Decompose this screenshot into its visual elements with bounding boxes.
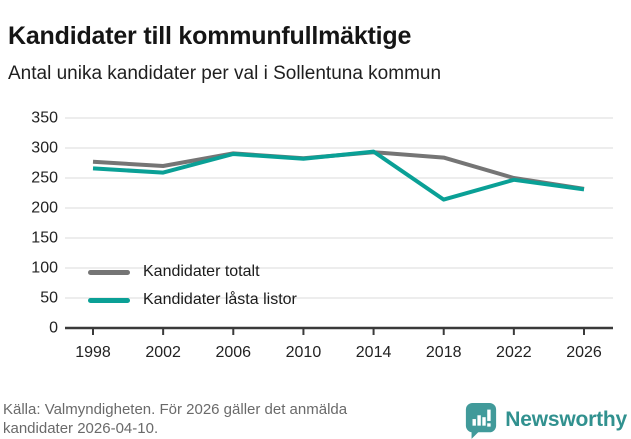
x-tick-label: 1998 — [75, 344, 111, 361]
brand-logo: Newsworthy — [464, 401, 627, 439]
source-note: Källa: Valmyndigheten. För 2026 gäller d… — [3, 401, 348, 437]
legend-item-lasta-listor: Kandidater låsta listor — [88, 290, 297, 310]
legend-label-totalt: Kandidater totalt — [143, 263, 260, 280]
page-subtitle: Antal unika kandidater per val i Sollent… — [8, 63, 442, 84]
legend-swatch-lasta-listor — [88, 297, 130, 303]
y-tick-label: 250 — [31, 170, 58, 187]
x-tick-label: 2014 — [356, 344, 392, 361]
legend-label-lasta-listor: Kandidater låsta listor — [143, 291, 297, 308]
x-tick-label: 2010 — [286, 344, 322, 361]
x-tick-label: 2022 — [496, 344, 532, 361]
newsworthy-icon — [466, 403, 497, 439]
brand-name: Newsworthy — [505, 408, 627, 431]
series-line-1 — [92, 149, 585, 202]
y-tick-label: 50 — [40, 290, 58, 307]
y-tick-label: 300 — [31, 140, 58, 157]
y-tick-label: 100 — [31, 260, 58, 277]
legend-swatch-totalt — [88, 269, 130, 275]
y-tick-label: 200 — [31, 200, 58, 217]
line-chart: 0 50 100 150 200 250 300 350 1998 2002 2006 2010 201… — [31, 110, 613, 361]
legend-item-totalt: Kandidater totalt — [88, 262, 297, 282]
x-tick-label: 2026 — [566, 344, 602, 361]
x-tick-label: 2006 — [215, 344, 251, 361]
page-title: Kandidater till kommunfullmäktige — [8, 21, 412, 50]
y-tick-label: 350 — [31, 110, 58, 127]
x-tick-label: 2002 — [145, 344, 181, 361]
chart-legend: Kandidater totalt Kandidater låsta listo… — [88, 262, 297, 318]
x-tick-label: 2018 — [426, 344, 462, 361]
y-tick-label: 150 — [31, 230, 58, 247]
y-tick-label: 0 — [49, 320, 58, 337]
